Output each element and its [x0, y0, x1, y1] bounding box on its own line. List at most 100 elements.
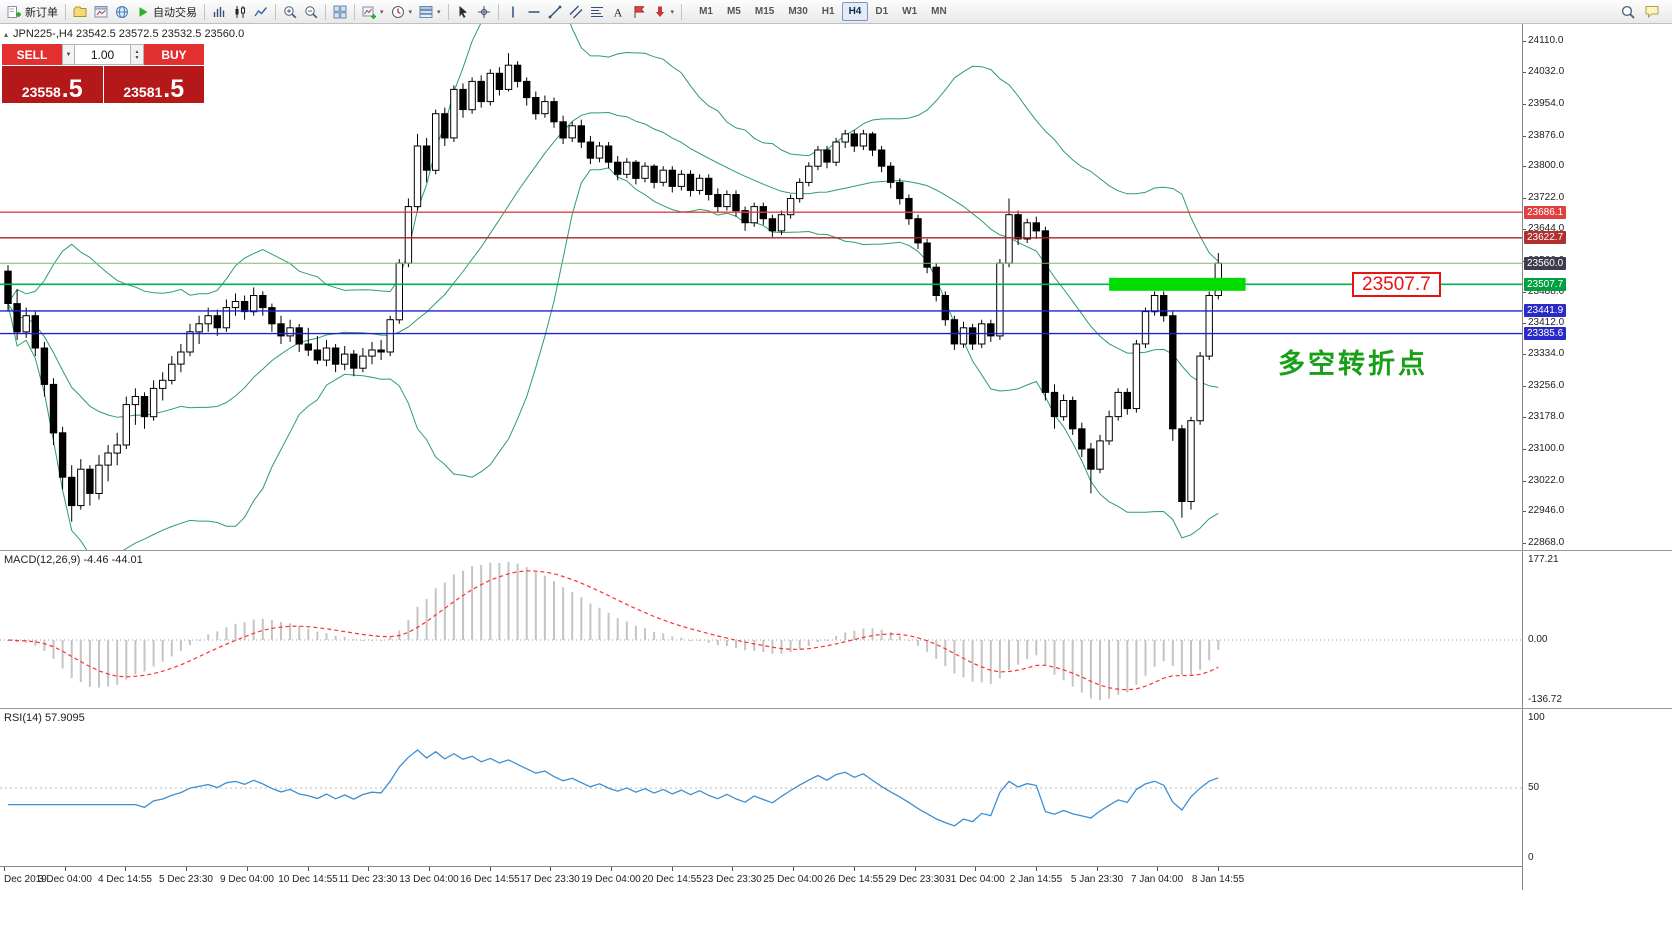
price-chart-panel[interactable]: ▴ JPN225-,H4 23542.5 23572.5 23532.5 235… — [0, 24, 1522, 550]
macd-histogram-bar — [580, 597, 583, 640]
time-axis-tick — [65, 867, 66, 871]
candle-body — [714, 194, 722, 208]
timeframe-m1-button[interactable]: M1 — [699, 6, 713, 17]
zoom-out-button[interactable] — [301, 2, 321, 22]
price-axis-label: 23022.0 — [1528, 475, 1565, 486]
templates-button[interactable]: ▾ — [416, 2, 444, 22]
symbol-info-line: ▴ JPN225-,H4 23542.5 23572.5 23532.5 235… — [4, 28, 244, 40]
panel-separator[interactable] — [0, 550, 1672, 551]
rsi-chart[interactable] — [0, 710, 1522, 866]
vertical-line-tool-button[interactable] — [503, 2, 523, 22]
time-axis-label: Dec 2019 — [4, 874, 47, 885]
candle-body — [131, 396, 140, 406]
dropdown-caret-icon[interactable]: ▾ — [437, 8, 441, 16]
candle-body — [268, 307, 276, 325]
new-order-button[interactable]: 新订单 — [4, 2, 61, 22]
chat-icon — [1645, 5, 1659, 19]
bar-chart-type-button[interactable] — [209, 2, 229, 22]
candle-body — [1123, 391, 1131, 410]
candle-body — [523, 80, 531, 99]
price-axis-tick — [1523, 229, 1526, 230]
macd-histogram-bar — [189, 640, 191, 646]
macd-panel[interactable]: MACD(12,26,9) -4.46 -44.01 — [0, 552, 1522, 708]
price-tag-23385.6: 23385.6 — [1524, 327, 1567, 340]
candle-body — [1005, 214, 1013, 264]
one-click-collapse-arrow[interactable]: ▴ — [4, 29, 9, 39]
charts-window-button[interactable] — [70, 2, 90, 22]
macd-chart[interactable] — [0, 552, 1522, 708]
timeframe-h1-button[interactable]: H1 — [821, 6, 835, 17]
sell-price-display[interactable]: 23558.5 — [2, 66, 103, 103]
volume-stepper[interactable]: ▲ ▼ — [131, 44, 144, 65]
market-watch-button[interactable] — [112, 2, 132, 22]
dropdown-caret-icon[interactable]: ▾ — [670, 8, 675, 16]
zoom-in-button[interactable] — [280, 2, 300, 22]
chat-button[interactable] — [1642, 2, 1662, 22]
text-tool-button[interactable]: A — [608, 2, 628, 22]
autotrading-button[interactable]: 自动交易 — [133, 2, 200, 22]
channel-tool-button[interactable] — [566, 2, 586, 22]
candle-body — [149, 387, 158, 418]
panel-separator[interactable] — [0, 708, 1672, 709]
macd-histogram-bar — [1135, 640, 1138, 685]
periods-button[interactable]: ▾ — [388, 2, 416, 22]
macd-axis-label: 177.21 — [1528, 554, 1559, 565]
volume-dropdown-caret[interactable]: ▼ — [62, 44, 75, 65]
macd-histogram-bar — [1153, 640, 1156, 667]
candle-body — [459, 88, 467, 111]
volume-input[interactable]: 1.00 — [75, 44, 131, 65]
price-axis-tick — [1523, 449, 1526, 450]
volume-up-arrow[interactable]: ▲ — [134, 48, 140, 55]
line-chart-type-button[interactable] — [251, 2, 271, 22]
candle-body — [750, 206, 758, 224]
volume-down-arrow[interactable]: ▼ — [134, 54, 140, 61]
dropdown-caret-icon[interactable]: ▾ — [380, 8, 384, 16]
buy-button[interactable]: BUY — [144, 44, 204, 65]
timeframe-m5-button[interactable]: M5 — [726, 6, 741, 17]
candle-body — [614, 161, 622, 175]
cursor-tool-button[interactable] — [453, 2, 473, 22]
arrows-tool-button[interactable]: ▾ — [650, 2, 678, 22]
trendline-tool-button[interactable] — [545, 2, 565, 22]
timeframe-m15-button[interactable]: M15 — [754, 6, 775, 17]
data-window-button[interactable] — [91, 2, 111, 22]
search-button[interactable] — [1618, 2, 1638, 22]
macd-histogram-bar — [1026, 640, 1029, 660]
candle-body — [1032, 222, 1040, 232]
fibonacci-tool-button[interactable] — [587, 2, 607, 22]
macd-histogram-bar — [907, 640, 910, 641]
crosshair-tool-button[interactable] — [474, 2, 494, 22]
timeframe-h4-button[interactable]: H4 — [841, 2, 869, 21]
candlestick-type-button[interactable] — [230, 2, 250, 22]
macd-histogram-bar — [1190, 640, 1192, 676]
timeframe-m30-button[interactable]: M30 — [788, 6, 808, 17]
toolbar-separator — [681, 3, 683, 20]
candle-body — [604, 145, 613, 163]
highlight-zone-rect[interactable] — [1109, 277, 1246, 291]
time-axis-tick — [368, 867, 369, 871]
horizontal-line-tool-button[interactable] — [524, 2, 544, 22]
label-tool-button[interactable] — [629, 2, 649, 22]
sell-button[interactable]: SELL — [2, 44, 62, 65]
candle-body — [304, 343, 313, 351]
rsi-panel[interactable]: RSI(14) 57.9095 — [0, 710, 1522, 866]
new-chart-button[interactable]: ▾ — [359, 2, 387, 22]
tile-windows-button[interactable] — [330, 2, 350, 22]
price-tag-23622.7: 23622.7 — [1524, 231, 1567, 244]
timeframe-mn-button[interactable]: MN — [931, 6, 947, 17]
macd-histogram-bar — [98, 640, 100, 688]
candle-body — [695, 177, 704, 191]
macd-histogram-bar — [1044, 640, 1047, 666]
macd-histogram-bar — [553, 581, 555, 640]
candle-body — [632, 161, 640, 179]
candle-body — [31, 315, 39, 349]
timeframe-d1-button[interactable]: D1 — [875, 6, 889, 17]
timeframe-w1-button[interactable]: W1 — [902, 6, 918, 17]
candle-body — [222, 307, 231, 329]
candle-body — [413, 145, 422, 208]
buy-price-display[interactable]: 23581.5 — [103, 66, 204, 103]
macd-histogram-bar — [1017, 640, 1020, 665]
macd-histogram-bar — [571, 591, 574, 640]
dropdown-caret-icon[interactable]: ▾ — [408, 8, 413, 16]
candlestick-chart[interactable] — [0, 24, 1522, 550]
